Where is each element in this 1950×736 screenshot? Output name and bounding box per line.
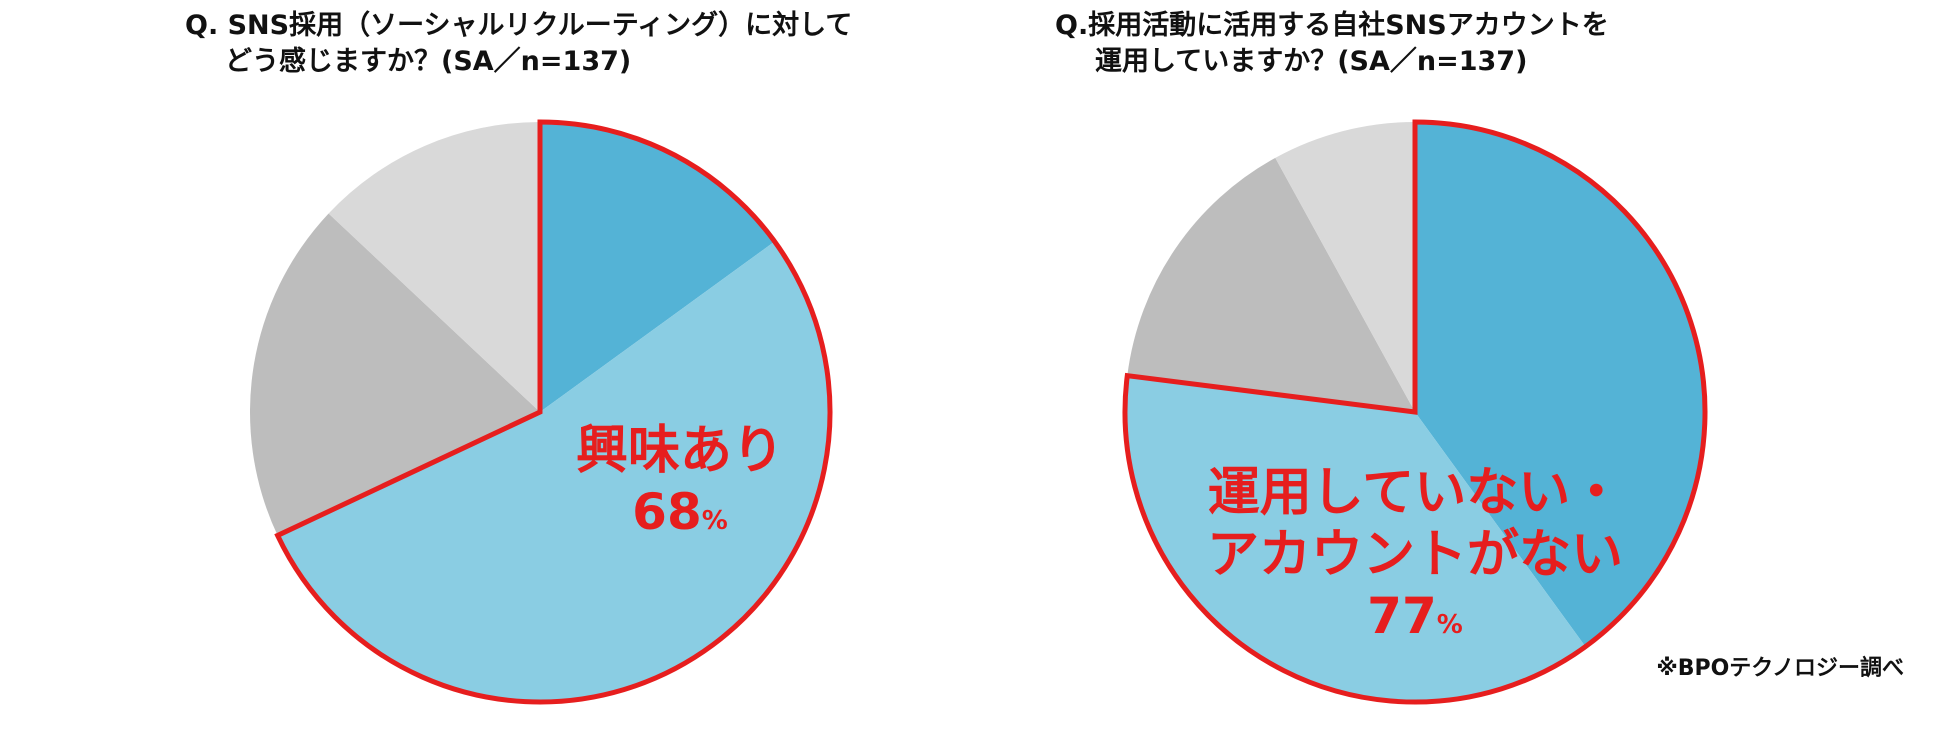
highlight-percent: 77% [1185, 586, 1645, 655]
highlight-label-text-line2: アカウントがない [1206, 525, 1623, 585]
pie-slice [1125, 375, 1586, 702]
highlight-percent-value: 77 [1367, 587, 1437, 645]
chart-title-right-line1: Q.採用活動に活用する自社SNSアカウントを [1055, 10, 1609, 41]
pie-chart-left [249, 119, 833, 705]
pie-slice [540, 122, 775, 412]
highlight-percent-unit: % [701, 506, 728, 536]
chart-title-left-line1: Q. SNS採用（ソーシャルリクルーティング）に対して [185, 10, 853, 41]
pie-chart-right [1122, 119, 1708, 705]
pie-slice [277, 241, 831, 703]
pie-slice [249, 213, 541, 536]
highlight-outline [1122, 119, 1708, 705]
pie-panel-left: Q. SNS採用（ソーシャルリクルーティング）に対して どう感じますか？(SA／… [185, 8, 852, 705]
pie-slice [1127, 157, 1415, 412]
chart-title-left-line2: どう感じますか？(SA／n=137) [225, 46, 632, 77]
pie-slice [328, 122, 540, 412]
highlight-percent: 68% [555, 482, 805, 551]
highlight-percent-unit: % [1436, 610, 1463, 640]
highlight-label-text-line1: 運用していない・ [1207, 463, 1623, 523]
highlight-label-right: 運用していない・ アカウントがない 77% [1185, 462, 1645, 655]
highlight-label-text: 興味あり [575, 421, 784, 481]
highlight-label-left: 興味あり 68% [555, 420, 805, 551]
source-note: ※BPOテクノロジー調べ [1656, 656, 1904, 681]
chart-title-left: Q. SNS採用（ソーシャルリクルーティング）に対して どう感じますか？(SA／… [185, 8, 852, 80]
pie-slice [1275, 122, 1415, 412]
pie-slice [1415, 122, 1705, 647]
chart-title-right: Q.採用活動に活用する自社SNSアカウントを 運用していますか？(SA／n=13… [1055, 8, 1609, 80]
chart-title-right-line2: 運用していますか？(SA／n=137) [1095, 46, 1528, 77]
highlight-percent-value: 68 [632, 483, 702, 541]
pie-panel-right: Q.採用活動に活用する自社SNSアカウントを 運用していますか？(SA／n=13… [975, 0, 1950, 736]
highlight-outline [274, 119, 833, 705]
